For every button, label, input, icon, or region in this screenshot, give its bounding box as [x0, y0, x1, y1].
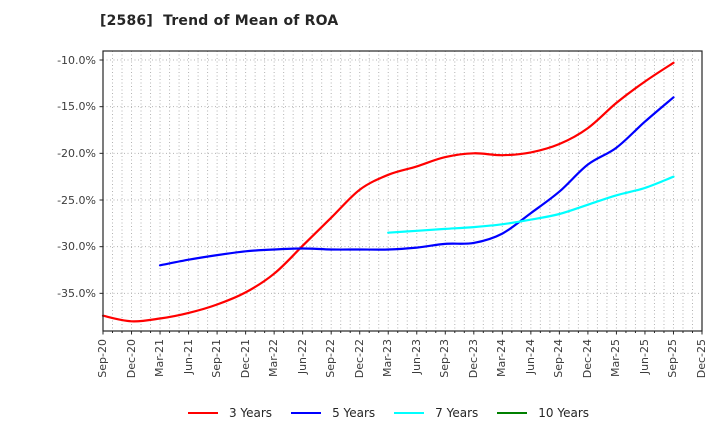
- legend-item-7-years: 7 Years: [394, 406, 478, 420]
- x-tick-label: Dec-25: [695, 338, 720, 378]
- chart-title: [2586] Trend of Mean of ROA: [100, 13, 339, 29]
- x-tick-label-text: Jun-25: [637, 339, 651, 375]
- x-tick-label-text: Mar-25: [609, 339, 623, 378]
- x-tick-label-text: Sep-23: [438, 339, 452, 378]
- x-tick-label-text: Dec-24: [580, 339, 594, 379]
- plot-border: [102, 50, 703, 332]
- legend-item-10-years: 10 Years: [497, 406, 589, 420]
- x-tick-label-text: Sep-24: [552, 339, 566, 378]
- y-tick-label: -35.0%: [57, 286, 96, 300]
- x-tick-label-text: Mar-22: [267, 339, 281, 378]
- x-tick-label-text: Mar-23: [381, 339, 395, 378]
- x-tick-label-text: Dec-21: [238, 339, 252, 379]
- y-tick-label: -25.0%: [57, 193, 96, 207]
- legend-label: 5 Years: [332, 406, 376, 420]
- legend-label: 3 Years: [228, 406, 273, 420]
- series-line-5-years: [158, 96, 675, 267]
- legend-line-swatch: [291, 412, 322, 414]
- x-tick-label-text: Dec-23: [466, 339, 480, 379]
- legend-line-swatch: [187, 412, 218, 414]
- series-line-7-years: [387, 175, 675, 234]
- legend-item-3-years: 3 Years: [187, 406, 273, 420]
- y-tick-label: -10.0%: [57, 53, 96, 67]
- legend-line-swatch: [497, 412, 528, 414]
- x-tick-label-text: Dec-25: [695, 339, 708, 379]
- series-line-3-years: [101, 61, 675, 323]
- x-tick-label-text: Sep-22: [324, 339, 338, 378]
- x-tick-label-text: Jun-23: [409, 339, 423, 375]
- x-tick-label-text: Jun-21: [181, 339, 195, 375]
- legend-line-swatch: [394, 412, 425, 414]
- x-tick-label-text: Mar-24: [495, 339, 509, 378]
- y-tick-label: -20.0%: [57, 146, 96, 160]
- y-tick-label: -30.0%: [57, 240, 96, 254]
- legend: 3 Years 5 Years 7 Years 10 Years: [0, 406, 720, 420]
- x-tick-label-text: Dec-20: [124, 339, 138, 379]
- legend-item-5-years: 5 Years: [291, 406, 375, 420]
- x-tick-label-text: Mar-21: [153, 339, 167, 378]
- x-tick-label-text: Sep-21: [210, 339, 224, 378]
- x-tick-label-text: Dec-22: [352, 339, 366, 379]
- x-tick-label-text: Jun-24: [523, 339, 537, 375]
- y-tick-label: -15.0%: [57, 100, 96, 114]
- legend-label: 7 Years: [435, 406, 479, 420]
- x-tick-label-text: Sep-20: [96, 339, 109, 378]
- legend-label: 10 Years: [538, 406, 590, 420]
- x-tick-label-text: Sep-25: [666, 339, 680, 378]
- x-tick-label-text: Jun-22: [295, 339, 309, 375]
